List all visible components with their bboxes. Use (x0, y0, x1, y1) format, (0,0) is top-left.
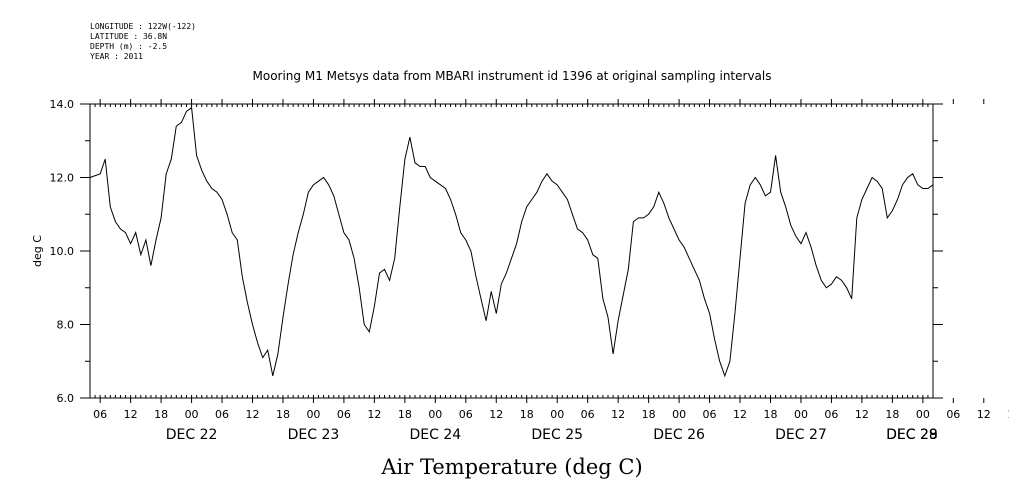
x-day-label: DEC 23 (288, 427, 340, 443)
x-tick-label: 18 (398, 408, 412, 421)
x-tick-label: 06 (824, 408, 838, 421)
x-tick-label: 06 (215, 408, 229, 421)
x-tick-label: 18 (276, 408, 290, 421)
x-tick-label: 12 (733, 408, 747, 421)
x-tick-label: 00 (916, 408, 930, 421)
x-tick-label: 18 (642, 408, 656, 421)
y-tick-label: 12.0 (50, 172, 75, 185)
x-tick-label: 12 (367, 408, 381, 421)
x-tick-label: 06 (93, 408, 107, 421)
y-axis-label: deg C (31, 235, 44, 267)
x-tick-label: 18 (885, 408, 899, 421)
x-tick-label: 00 (672, 408, 686, 421)
x-tick-label: 00 (306, 408, 320, 421)
latitude-label: LATITUDE : 36.8N (90, 32, 168, 41)
x-tick-label: 00 (428, 408, 442, 421)
y-tick-label: 6.0 (57, 392, 75, 405)
plot-frame (89, 103, 934, 399)
axes: 06 12 18 00 06 12 18 00 06 12 18 00 06 12 18 00 06 12 18 00… (50, 98, 1009, 443)
x-tick-label: 06 (946, 408, 960, 421)
x-tick-label: 12 (611, 408, 625, 421)
x-tick-label: 18 (763, 408, 777, 421)
x-tick-label: 00 (794, 408, 808, 421)
x-tick-label: 12 (855, 408, 869, 421)
depth-label: DEPTH (m) : -2.5 (90, 42, 168, 51)
x-day-label: DEC 28 (886, 427, 938, 443)
x-tick-label: 06 (337, 408, 351, 421)
x-tick-label: 18 (520, 408, 534, 421)
x-tick-label: 12 (977, 408, 991, 421)
x-day-label: DEC 29 (886, 427, 938, 443)
x-tick-label: 12 (246, 408, 260, 421)
x-tick-label: 00 (550, 408, 564, 421)
x-axis-label: Air Temperature (deg C) (380, 455, 642, 479)
x-day-label: DEC 26 (653, 427, 705, 443)
x-tick-label: 06 (703, 408, 717, 421)
temperature-series-line (89, 106, 934, 378)
x-tick-label: 12 (124, 408, 138, 421)
y-tick-label: 14.0 (50, 98, 75, 111)
x-day-label: DEC 25 (531, 427, 583, 443)
x-tick-label: 06 (581, 408, 595, 421)
x-tick-label: 12 (489, 408, 503, 421)
x-day-label: DEC 27 (775, 427, 827, 443)
chart-title: Mooring M1 Metsys data from MBARI instru… (253, 69, 772, 83)
x-tick-label: 06 (459, 408, 473, 421)
y-tick-label: 8.0 (57, 319, 75, 332)
x-tick-label: 00 (185, 408, 199, 421)
x-tick-label: 18 (1007, 408, 1009, 421)
x-day-label: DEC 22 (166, 427, 218, 443)
x-day-label: DEC 24 (409, 427, 461, 443)
x-tick-label: 18 (154, 408, 168, 421)
y-tick-label: 10.0 (50, 245, 75, 258)
year-label: YEAR : 2011 (90, 52, 143, 61)
longitude-label: LONGITUDE : 122W(-122) (90, 22, 196, 31)
